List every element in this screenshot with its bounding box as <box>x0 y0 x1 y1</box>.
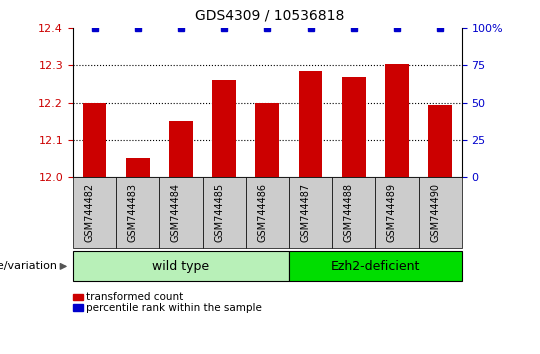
Bar <box>126 158 150 177</box>
Bar <box>299 71 322 177</box>
Text: GSM744487: GSM744487 <box>300 183 310 242</box>
Text: GSM744483: GSM744483 <box>127 183 138 242</box>
Text: GSM744484: GSM744484 <box>171 183 181 242</box>
Bar <box>169 121 193 177</box>
Text: GSM744486: GSM744486 <box>257 183 267 242</box>
Text: wild type: wild type <box>152 260 210 273</box>
Bar <box>428 104 452 177</box>
Text: genotype/variation: genotype/variation <box>0 261 57 272</box>
Bar <box>255 103 279 177</box>
Text: GSM744488: GSM744488 <box>343 183 354 242</box>
Text: GSM744482: GSM744482 <box>84 183 94 242</box>
Bar <box>212 80 236 177</box>
Text: GDS4309 / 10536818: GDS4309 / 10536818 <box>195 9 345 23</box>
Text: GSM744489: GSM744489 <box>387 183 397 242</box>
Bar <box>83 103 106 177</box>
Text: percentile rank within the sample: percentile rank within the sample <box>86 303 262 313</box>
Text: transformed count: transformed count <box>86 292 184 302</box>
Bar <box>385 64 409 177</box>
Text: Ezh2-deficient: Ezh2-deficient <box>330 260 420 273</box>
Text: GSM744490: GSM744490 <box>430 183 440 242</box>
Text: GSM744485: GSM744485 <box>214 183 224 242</box>
Bar <box>342 77 366 177</box>
